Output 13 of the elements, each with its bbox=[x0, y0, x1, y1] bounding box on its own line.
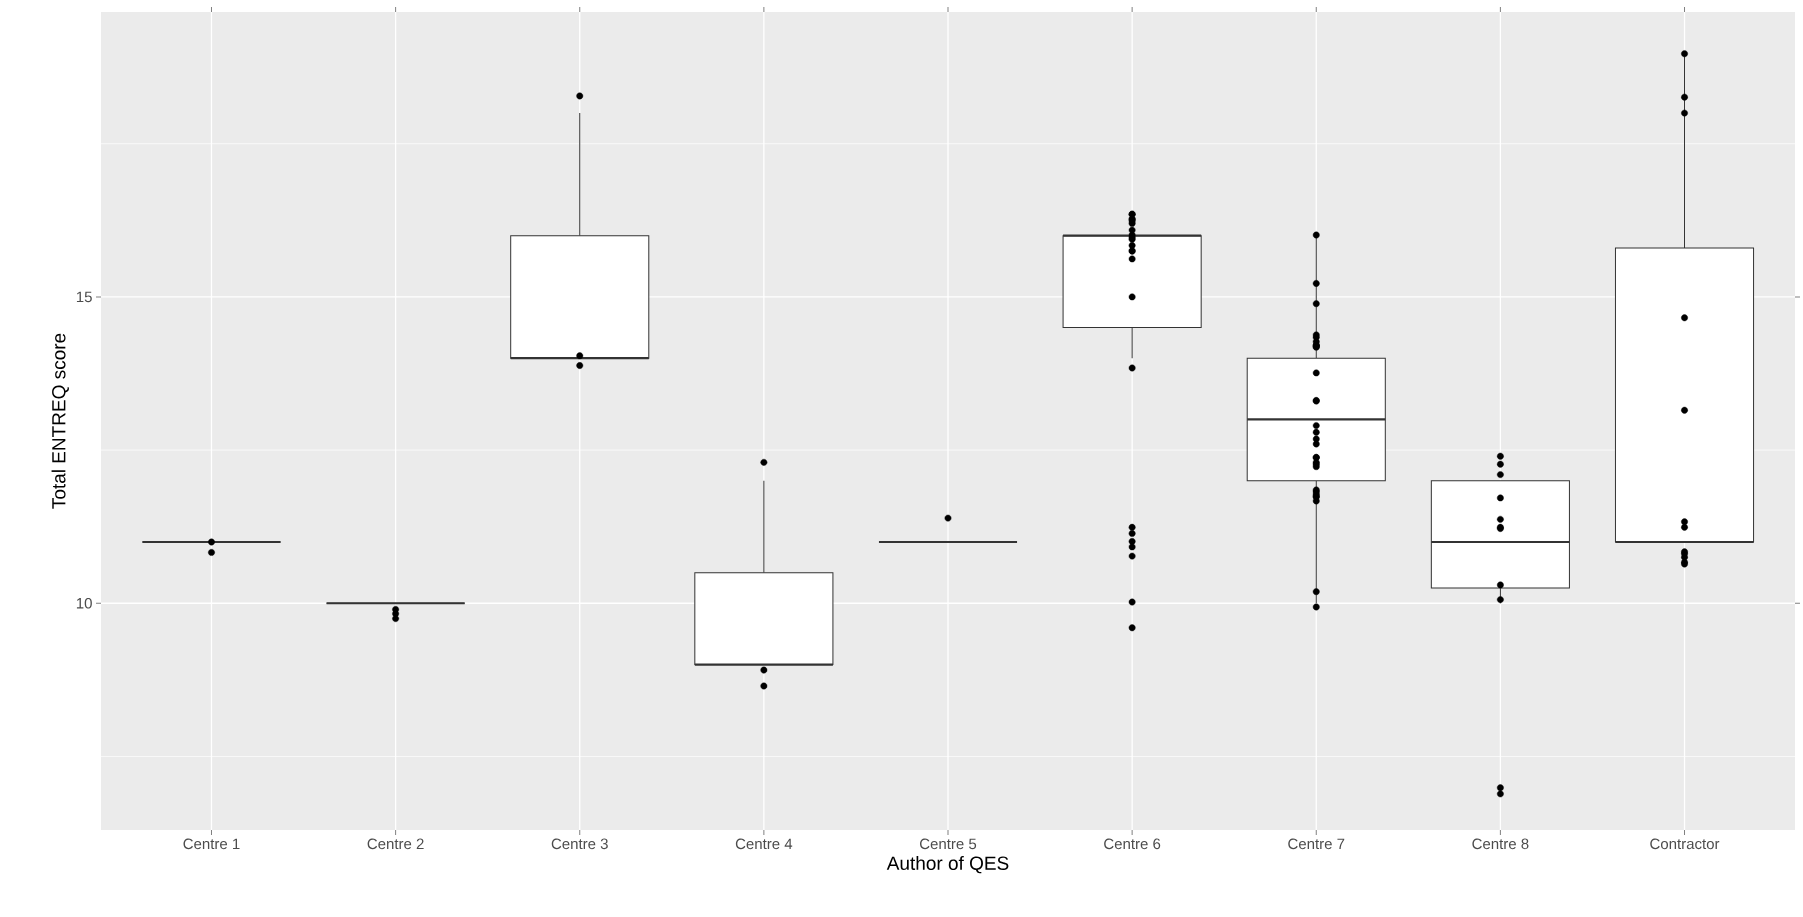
x-tick-label: Contractor bbox=[1650, 838, 1720, 850]
x-tick-label: Centre 8 bbox=[1472, 838, 1529, 850]
y-tick-label: 15 bbox=[76, 291, 92, 303]
x-tick-label: Centre 7 bbox=[1288, 838, 1345, 850]
x-axis-title: Author of QES bbox=[886, 856, 1009, 874]
x-tick-label: Centre 3 bbox=[551, 838, 608, 850]
y-axis-title: Total ENTREQ score bbox=[51, 333, 69, 509]
x-tick-label: Centre 2 bbox=[367, 838, 424, 850]
y-tick-label: 10 bbox=[76, 597, 92, 609]
x-tick-label: Centre 5 bbox=[920, 838, 977, 850]
x-tick-label: Centre 4 bbox=[735, 838, 793, 850]
x-tick-label: Centre 1 bbox=[183, 838, 240, 850]
x-tick-label: Centre 6 bbox=[1104, 838, 1161, 850]
